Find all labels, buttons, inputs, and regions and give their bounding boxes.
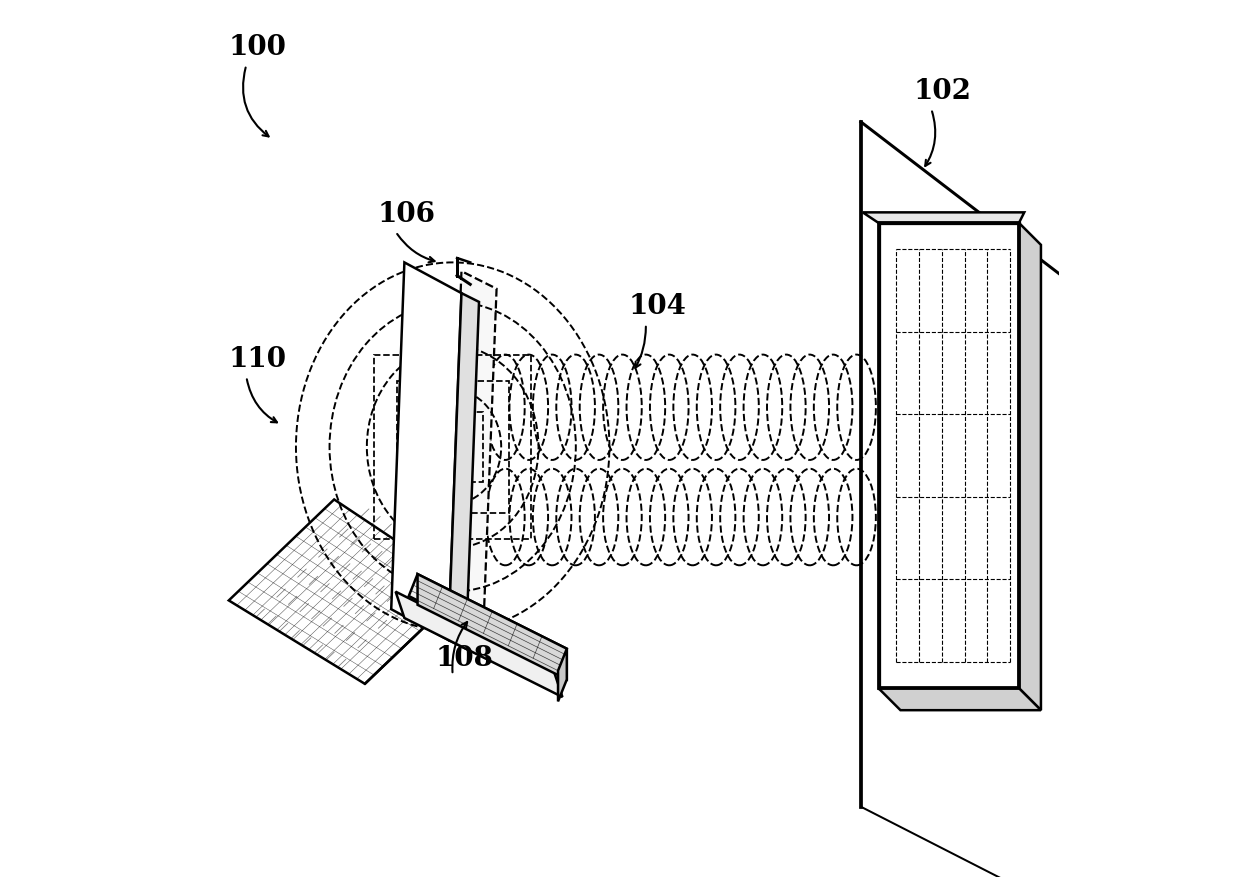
Polygon shape	[418, 574, 566, 680]
Polygon shape	[878, 688, 1041, 710]
Polygon shape	[449, 294, 479, 649]
Text: 100: 100	[229, 34, 286, 61]
Text: 110: 110	[229, 346, 286, 373]
Polygon shape	[409, 574, 566, 671]
Polygon shape	[558, 649, 566, 702]
Text: 104: 104	[628, 293, 686, 320]
Polygon shape	[395, 592, 563, 697]
Polygon shape	[878, 224, 1018, 688]
Polygon shape	[229, 500, 466, 684]
Polygon shape	[392, 263, 461, 640]
Text: 106: 106	[378, 201, 436, 228]
Text: 108: 108	[435, 644, 493, 671]
Polygon shape	[862, 213, 1025, 224]
Text: 102: 102	[913, 78, 971, 105]
Polygon shape	[449, 272, 497, 627]
Polygon shape	[1018, 224, 1041, 710]
